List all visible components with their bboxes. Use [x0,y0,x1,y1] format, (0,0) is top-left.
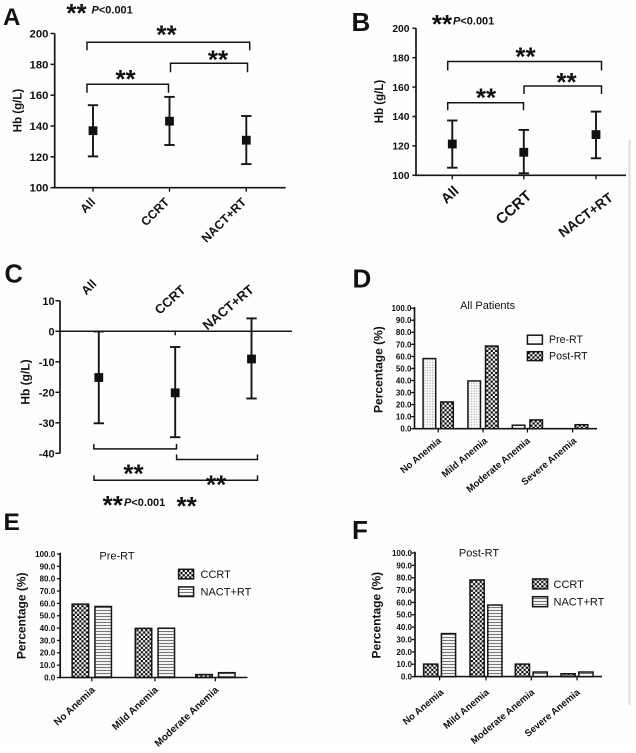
svg-text:P<0.001: P<0.001 [92,4,133,16]
svg-text:Percentage (%): Percentage (%) [372,326,386,413]
svg-text:All Patients: All Patients [460,300,516,312]
svg-text:Hb (g/L): Hb (g/L) [374,80,386,124]
svg-text:**: ** [176,491,197,521]
svg-text:100.0: 100.0 [392,549,413,558]
svg-text:60.0: 60.0 [396,352,412,361]
svg-text:Pre-RT: Pre-RT [549,334,583,346]
svg-text:90.0: 90.0 [396,316,412,325]
svg-text:40.0: 40.0 [396,623,412,632]
svg-text:100: 100 [30,183,49,195]
svg-text:E: E [4,509,20,536]
svg-text:10.0: 10.0 [396,413,412,422]
svg-text:**: ** [156,19,177,49]
svg-text:-40: -40 [39,448,55,460]
svg-text:90.0: 90.0 [40,562,56,571]
svg-text:Pre-RT: Pre-RT [99,551,135,563]
svg-text:60.0: 60.0 [40,599,56,608]
svg-text:180: 180 [392,53,409,64]
svg-text:-10: -10 [39,357,55,369]
svg-text:Percentage (%): Percentage (%) [15,572,29,659]
svg-text:**: ** [206,469,227,499]
svg-text:0.0: 0.0 [44,673,56,682]
svg-text:NACT+RT: NACT+RT [554,597,605,609]
svg-text:20.0: 20.0 [396,401,412,410]
svg-text:**: ** [66,0,87,28]
svg-text:180: 180 [30,59,49,71]
svg-text:Hb (g/L): Hb (g/L) [13,89,25,133]
svg-text:-30: -30 [39,418,55,430]
svg-text:Percentage (%): Percentage (%) [370,572,384,659]
svg-text:10.0: 10.0 [40,661,56,670]
svg-text:**: ** [476,82,497,112]
svg-text:-20: -20 [39,387,55,399]
svg-text:40.0: 40.0 [40,624,56,633]
svg-text:40.0: 40.0 [396,376,412,385]
svg-text:60.0: 60.0 [396,598,412,607]
svg-text:50.0: 50.0 [396,611,412,620]
svg-text:A: A [3,4,20,31]
svg-text:120: 120 [392,142,409,153]
svg-text:160: 160 [30,90,49,102]
svg-text:30.0: 30.0 [396,388,412,397]
svg-text:CCRT: CCRT [201,569,232,581]
svg-text:160: 160 [392,83,409,94]
svg-text:120: 120 [30,152,49,164]
svg-text:C: C [5,261,23,289]
svg-text:80.0: 80.0 [396,328,412,337]
svg-text:P<0.001: P<0.001 [124,497,165,509]
svg-text:CCRT: CCRT [554,579,585,591]
svg-text:F: F [352,515,368,545]
svg-text:50.0: 50.0 [40,612,56,621]
svg-text:10.0: 10.0 [396,660,412,669]
svg-text:140: 140 [392,112,409,123]
svg-text:0.0: 0.0 [401,673,413,682]
svg-text:70.0: 70.0 [396,586,412,595]
svg-text:70.0: 70.0 [40,587,56,596]
svg-text:140: 140 [30,121,49,133]
svg-text:80.0: 80.0 [396,574,412,583]
svg-text:**: ** [103,490,124,520]
svg-text:D: D [353,264,372,294]
svg-text:0.0: 0.0 [400,425,412,434]
svg-text:**: ** [515,41,536,71]
svg-text:Post-RT: Post-RT [459,548,499,560]
svg-text:200: 200 [392,24,409,35]
svg-text:80.0: 80.0 [40,575,56,584]
svg-text:NACT+RT: NACT+RT [201,587,252,599]
svg-text:70.0: 70.0 [396,340,412,349]
svg-text:30.0: 30.0 [396,635,412,644]
svg-text:**: ** [123,459,144,489]
svg-text:P<0.001: P<0.001 [453,15,494,27]
svg-text:50.0: 50.0 [396,364,412,373]
svg-text:200: 200 [30,29,49,41]
svg-text:20.0: 20.0 [396,648,412,657]
svg-text:100: 100 [392,171,409,182]
svg-text:B: B [352,7,371,37]
svg-text:**: ** [115,64,136,94]
svg-text:Post-RT: Post-RT [549,351,588,363]
svg-text:Hb (g/L): Hb (g/L) [19,359,33,404]
svg-text:100.0: 100.0 [35,550,56,559]
svg-text:90.0: 90.0 [396,561,412,570]
svg-text:**: ** [208,45,229,75]
svg-text:100.0: 100.0 [391,304,412,313]
svg-text:**: ** [432,9,453,39]
svg-text:10: 10 [42,296,54,308]
svg-text:20.0: 20.0 [40,649,56,658]
svg-text:0: 0 [48,326,54,338]
svg-text:30.0: 30.0 [40,636,56,645]
svg-text:**: ** [556,67,577,97]
